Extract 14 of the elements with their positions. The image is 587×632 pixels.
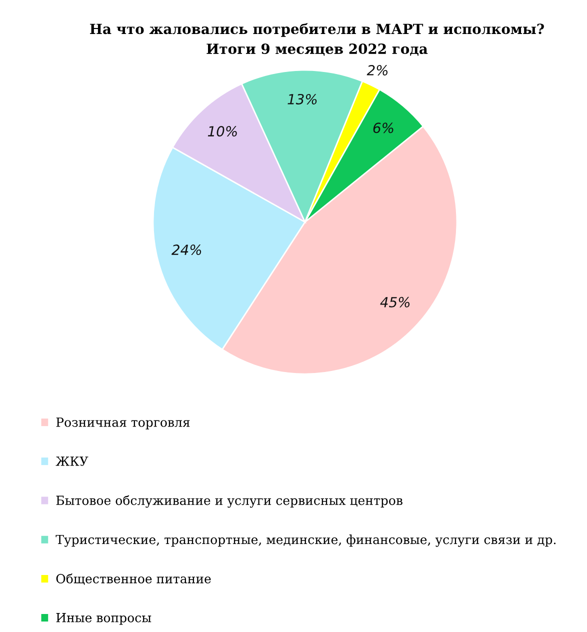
data-label: 10% <box>208 126 237 137</box>
data-label: 2% <box>366 64 388 76</box>
data-label: 24% <box>172 244 202 256</box>
legend-label: Бытовое обслуживание и услуги сервисных центров <box>56 495 402 508</box>
legend-label: Иные вопросы <box>56 613 152 625</box>
chart-subtitle: Итоги 9 месяцев 2022 года <box>206 44 428 56</box>
chart-title: На что жаловались потребители в МАРТ и исполкомы? <box>90 23 544 37</box>
legend-label: Туристические, транспортные, мединские, финансовые, услуги связи и др. <box>56 534 556 547</box>
data-label: 6% <box>373 122 394 134</box>
legend-label: Розничная торговля <box>56 418 190 430</box>
legend-label: ЖКУ <box>56 456 88 466</box>
legend-label: Общественное питание <box>56 573 211 585</box>
data-label: 13% <box>288 94 317 104</box>
data-label: 45% <box>380 296 410 308</box>
